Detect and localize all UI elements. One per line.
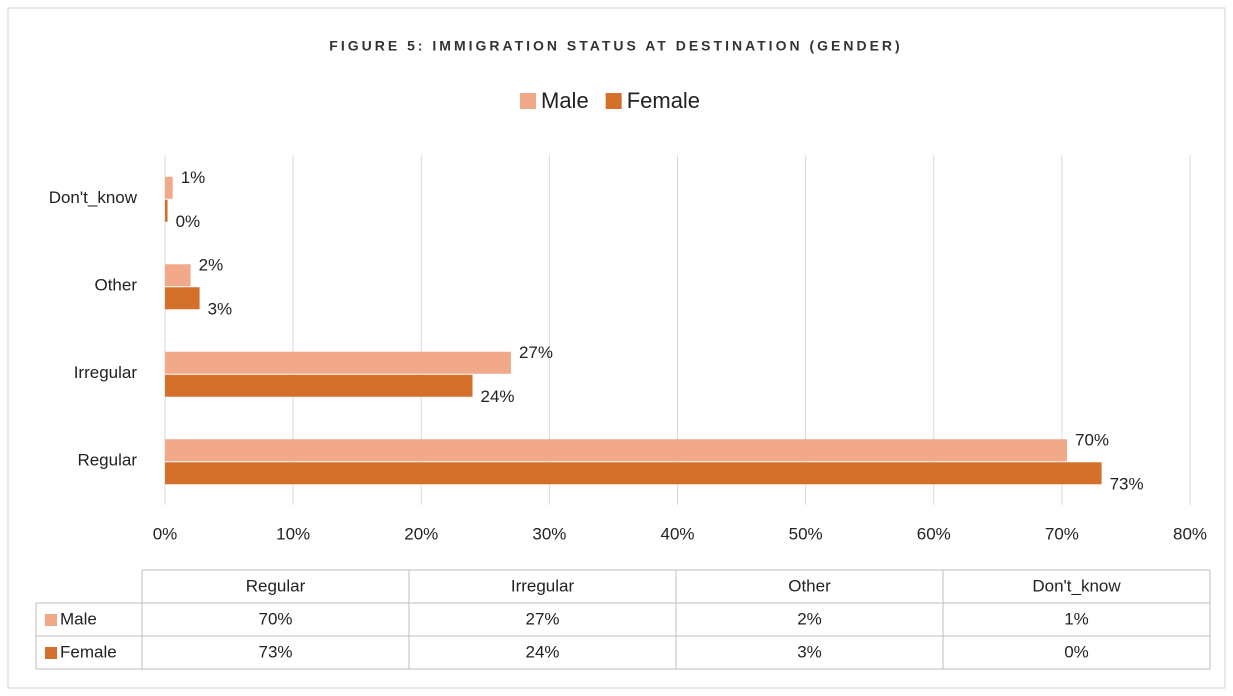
data-label: 24% [481,387,515,406]
table-header: Other [788,576,831,595]
bar [165,199,168,222]
bar [165,176,173,199]
table-legend-swatch [45,647,57,659]
x-tick-label: 30% [532,524,566,543]
data-label: 3% [208,300,233,319]
bar [165,462,1102,485]
table-row-label: Female [60,642,117,661]
legend-swatch [605,93,622,109]
bar [165,439,1067,462]
table-cell: 1% [1064,609,1089,628]
bar [165,351,511,374]
data-label: 70% [1075,431,1109,450]
y-tick-label: Other [94,276,137,295]
x-tick-label: 60% [917,524,951,543]
table-header: Irregular [511,576,575,595]
table-cell: 73% [258,642,292,661]
y-tick-label: Regular [77,451,137,470]
x-tick-label: 50% [789,524,823,543]
data-label: 0% [176,212,201,231]
table-cell: 24% [525,642,559,661]
chart-title: FIGURE 5: IMMIGRATION STATUS AT DESTINAT… [329,38,902,54]
y-tick-label: Don't_know [49,188,138,207]
data-label: 73% [1110,475,1144,494]
chart-frame [7,7,1226,689]
bar [165,287,200,310]
table-legend-swatch [45,614,57,626]
x-tick-label: 80% [1173,524,1207,543]
table-cell: 2% [797,609,822,628]
table-header: Regular [246,576,306,595]
data-label: 2% [199,256,224,275]
data-label: 27% [519,343,553,362]
y-tick-label: Irregular [74,363,138,382]
table-header: Don't_know [1032,576,1121,595]
x-tick-label: 0% [153,524,178,543]
x-tick-label: 70% [1045,524,1079,543]
table-cell: 70% [258,609,292,628]
data-label: 1% [181,168,206,187]
legend-label: Female [627,88,700,113]
x-tick-label: 40% [660,524,694,543]
legend-label: Male [541,88,589,113]
bar [165,264,191,287]
x-tick-label: 10% [276,524,310,543]
table-cell: 27% [525,609,559,628]
legend-swatch [520,93,536,109]
table-cell: 0% [1064,642,1089,661]
table-row-label: Male [60,609,97,628]
x-tick-label: 20% [404,524,438,543]
bar [165,374,473,397]
table-cell: 3% [797,642,822,661]
